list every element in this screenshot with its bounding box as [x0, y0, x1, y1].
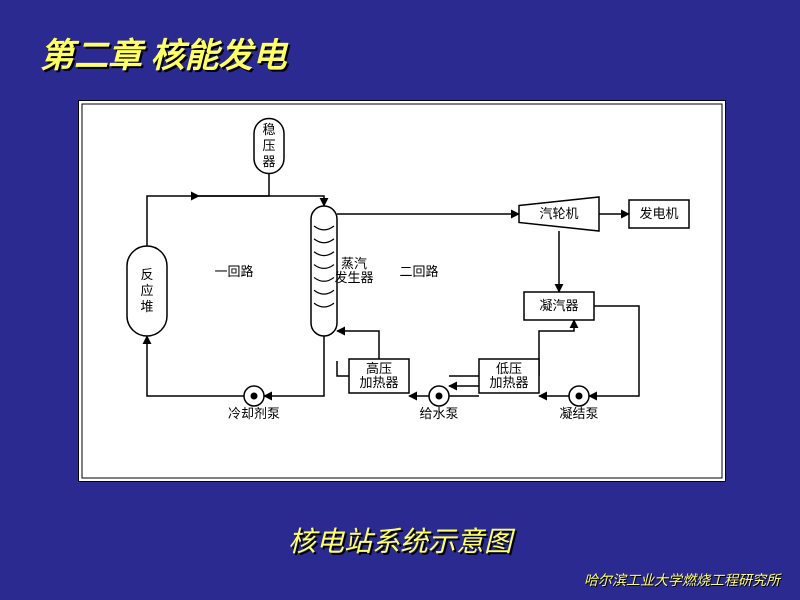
node-hp_heater: 高压加热器	[349, 359, 409, 393]
node-turbine: 汽轮机	[519, 197, 599, 231]
svg-text:冷却剂泵: 冷却剂泵	[228, 406, 280, 421]
diagram-container: 反应堆 稳压器蒸汽发生器冷却剂泵 高压加热器给水泵 低压加热器凝结泵 凝汽器 汽轮机 发电机…	[78, 100, 726, 482]
svg-text:凝汽器: 凝汽器	[539, 298, 578, 313]
node-condenser: 凝汽器	[524, 292, 594, 320]
svg-text:稳压器: 稳压器	[262, 122, 275, 169]
svg-text:发电机: 发电机	[639, 206, 678, 221]
node-steam_gen: 蒸汽发生器	[311, 206, 374, 336]
diagram-caption: 核电站系统示意图	[0, 520, 800, 560]
nuclear-plant-diagram: 反应堆 稳压器蒸汽发生器冷却剂泵 高压加热器给水泵 低压加热器凝结泵 凝汽器 汽轮机 发电机…	[79, 101, 725, 481]
svg-text:凝结泵: 凝结泵	[559, 406, 598, 421]
slide-footer: 哈尔滨工业大学燃烧工程研究所	[584, 570, 780, 590]
node-coolant_pump: 冷却剂泵	[228, 386, 280, 421]
node-generator: 发电机	[629, 200, 689, 228]
node-lp_heater: 低压加热器	[479, 359, 539, 393]
svg-text:给水泵: 给水泵	[419, 406, 458, 421]
node-feed_pump: 给水泵	[419, 386, 458, 421]
svg-text:汽轮机: 汽轮机	[539, 206, 578, 221]
node-cond_pump: 凝结泵	[559, 386, 598, 421]
region-label-loop2: 二回路	[399, 264, 438, 279]
svg-text:反应堆: 反应堆	[140, 267, 153, 314]
node-reactor: 反应堆	[127, 246, 167, 336]
chapter-title: 第二章 核能发电	[40, 28, 287, 77]
svg-text:蒸汽发生器: 蒸汽发生器	[334, 256, 373, 285]
region-label-loop1: 一回路	[214, 264, 253, 279]
node-pressurizer: 稳压器	[254, 119, 284, 174]
